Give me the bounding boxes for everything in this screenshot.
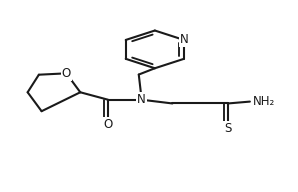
Text: N: N xyxy=(180,33,188,46)
Text: N: N xyxy=(137,93,146,106)
Text: O: O xyxy=(103,118,113,131)
Text: NH₂: NH₂ xyxy=(253,95,275,108)
Text: O: O xyxy=(62,67,71,80)
Text: S: S xyxy=(224,122,232,135)
